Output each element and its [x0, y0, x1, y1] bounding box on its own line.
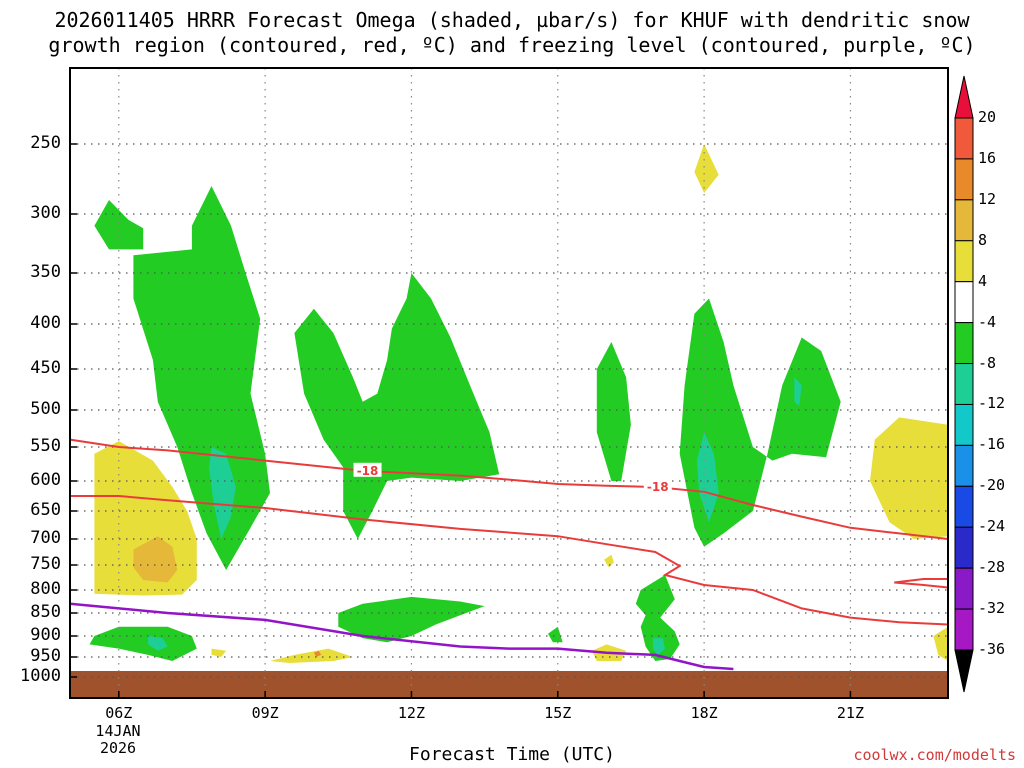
colorbar-label-5: -4 — [978, 312, 997, 331]
colorbar-label-12: -32 — [978, 599, 1006, 618]
x-tick-label-21Z: 21Z — [836, 704, 864, 722]
y-tick-label-250: 250 — [30, 133, 61, 153]
x-axis-title: Forecast Time (UTC) — [409, 744, 615, 765]
y-tick-label-550: 550 — [30, 436, 61, 456]
contour-label-bg-1 — [643, 479, 672, 493]
contour-label-0: -18 — [357, 464, 379, 478]
dgz-small-contour-a — [894, 578, 948, 584]
omega-region-yellow-f — [211, 648, 227, 657]
x-tick-label-09Z: 09Z — [251, 704, 279, 722]
colorbar-swatch-9 — [954, 485, 974, 528]
y-tick-label-950: 950 — [30, 646, 61, 666]
y-tick-label-850: 850 — [30, 602, 61, 622]
chart-title-line-1: 2026011405 HRRR Forecast Omega (shaded, … — [54, 8, 970, 32]
credit-text[interactable]: coolwx.com/modelts — [853, 746, 1016, 764]
omega-region-green-d — [596, 342, 631, 481]
colorbar-swatch-8 — [954, 444, 974, 487]
dgz-small-contour-b — [894, 581, 949, 589]
date-label-day: 14JAN — [95, 722, 141, 740]
y-tick-label-600: 600 — [30, 470, 61, 490]
colorbar-swatch-6 — [954, 363, 974, 405]
y-tick-label-450: 450 — [30, 358, 61, 378]
date-label-year: 2026 — [99, 739, 137, 757]
x-tick-label-18Z: 18Z — [690, 704, 718, 722]
colorbar-swatch-5 — [954, 322, 974, 365]
y-tick-label-500: 500 — [30, 399, 61, 419]
omega-region-teal-a — [209, 447, 236, 539]
colorbar-label-1: 16 — [978, 148, 997, 167]
dgz-bottom-contour — [70, 495, 949, 626]
omega-region-teal-b — [696, 432, 719, 523]
colorbar-label-4: 4 — [978, 271, 988, 290]
omega-region-green-c — [294, 273, 500, 539]
omega-region-yellow-g — [604, 554, 614, 568]
plot-layer: -18 -18 — [69, 67, 974, 699]
colorbar-label-13: -36 — [978, 640, 1006, 658]
omega-region-orange-a — [313, 650, 322, 657]
colorbar-label-6: -8 — [978, 353, 997, 372]
omega-region-green-f — [635, 575, 680, 661]
y-tick-label-300: 300 — [30, 203, 61, 223]
colorbar-label-3: 8 — [978, 230, 988, 249]
colorbar-swatch-12 — [954, 608, 974, 651]
omega-region-green-g — [338, 596, 485, 643]
y-tick-label-800: 800 — [30, 579, 61, 599]
chart-title-line-2: growth region (contoured, red, ºC) and f… — [48, 33, 976, 57]
y-tick-label-900: 900 — [30, 625, 61, 645]
omega-region-yellow-h — [933, 626, 948, 661]
dgz-top-contour — [69, 438, 949, 540]
colorbar-label-9: -20 — [978, 476, 1006, 495]
omega-region-teal-d — [148, 636, 168, 651]
omega-region-yellow-b — [870, 417, 948, 539]
omega-region-yellow-c — [694, 144, 719, 193]
y-tick-label-650: 650 — [30, 500, 61, 520]
contour-label-1: -18 — [647, 480, 669, 494]
colorbar-label-8: -16 — [978, 435, 1006, 454]
x-tick-label-12Z: 12Z — [397, 704, 425, 722]
colorbar-top-arrow — [954, 75, 974, 119]
ground-strip — [70, 671, 948, 698]
contour-label-bg-0 — [353, 462, 382, 477]
colorbar-swatch-7 — [954, 403, 974, 446]
plot-frame — [69, 67, 949, 699]
omega-region-green-b — [133, 186, 270, 570]
y-tick-label-400: 400 — [30, 313, 61, 333]
colorbar-label-11: -28 — [978, 558, 1006, 577]
omega-region-green-e — [679, 298, 841, 547]
y-tick-label-750: 750 — [30, 554, 61, 574]
colorbar-label-2: 12 — [978, 189, 997, 208]
y-tick-label-350: 350 — [30, 262, 61, 282]
omega-region-green-h — [89, 626, 197, 661]
colorbar-swatch-0 — [954, 117, 974, 160]
omega-region-green-a — [94, 200, 144, 250]
x-tick-label-06Z: 06Z — [105, 704, 133, 722]
omega-region-teal-e — [652, 638, 666, 655]
omega-region-green-i — [548, 626, 563, 643]
omega-region-gold-a — [133, 536, 178, 583]
colorbar-label-7: -12 — [978, 394, 1006, 413]
colorbar-swatch-10 — [954, 526, 974, 569]
omega-region-yellow-d — [270, 648, 353, 663]
freezing-level-contour — [69, 602, 734, 671]
colorbar-swatch-1 — [954, 158, 974, 201]
colorbar-swatch-4 — [954, 281, 974, 324]
x-tick-label-15Z: 15Z — [544, 704, 572, 722]
colorbar-swatch-2 — [954, 199, 974, 242]
colorbar-swatch-3 — [954, 240, 974, 283]
omega-region-teal-c — [794, 377, 802, 406]
colorbar-label-10: -24 — [978, 517, 1006, 536]
y-tick-label-700: 700 — [30, 528, 61, 548]
y-tick-label-1000: 1000 — [20, 666, 61, 686]
colorbar-bottom-arrow — [954, 649, 974, 693]
colorbar-label-0: 20 — [978, 108, 997, 126]
colorbar-swatch-11 — [954, 567, 974, 610]
